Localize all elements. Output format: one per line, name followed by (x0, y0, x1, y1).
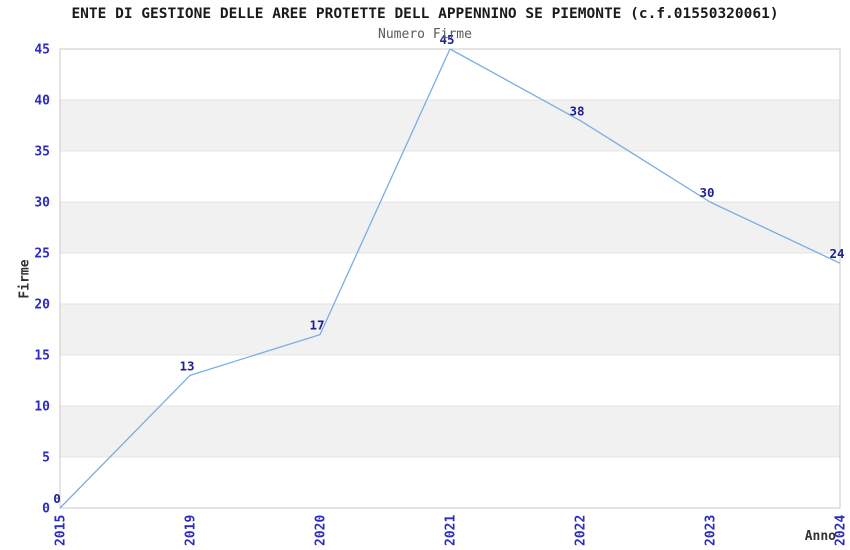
y-axis-title: Firme (17, 259, 33, 299)
data-label: 38 (569, 103, 584, 118)
x-tick-label: 2021 (444, 515, 459, 546)
data-label: 24 (829, 246, 844, 261)
y-tick-label: 20 (34, 298, 50, 313)
y-tick-label: 35 (34, 145, 50, 160)
x-axis-title: Anno (804, 529, 836, 544)
chart-title: ENTE DI GESTIONE DELLE AREE PROTETTE DEL… (71, 6, 779, 22)
y-tick-label: 45 (34, 43, 50, 58)
y-tick-label: 10 (34, 400, 50, 415)
x-tick-label: 2022 (574, 515, 589, 546)
plot-band (60, 406, 840, 457)
data-label: 0 (53, 491, 61, 506)
y-tick-label: 5 (42, 451, 50, 466)
plot-band (60, 304, 840, 355)
data-label: 13 (179, 358, 194, 373)
x-tick-label: 2023 (704, 515, 719, 546)
chart-subtitle: Numero Firme (378, 27, 472, 42)
x-tick-label: 2015 (54, 515, 69, 546)
x-tick-label: 2024 (834, 515, 849, 546)
plot-band (60, 100, 840, 151)
series-line (59, 48, 841, 509)
y-tick-label: 25 (34, 247, 50, 262)
y-tick-label: 30 (34, 196, 50, 211)
x-tick-label: 2020 (314, 515, 329, 546)
y-tick-label: 0 (42, 502, 50, 517)
data-label: 45 (439, 32, 454, 47)
data-label: 17 (309, 318, 324, 333)
y-tick-label: 15 (34, 349, 50, 364)
y-tick-label: 40 (34, 94, 50, 109)
x-tick-label: 2019 (184, 515, 199, 546)
data-label: 30 (699, 185, 714, 200)
plot-band (60, 202, 840, 253)
